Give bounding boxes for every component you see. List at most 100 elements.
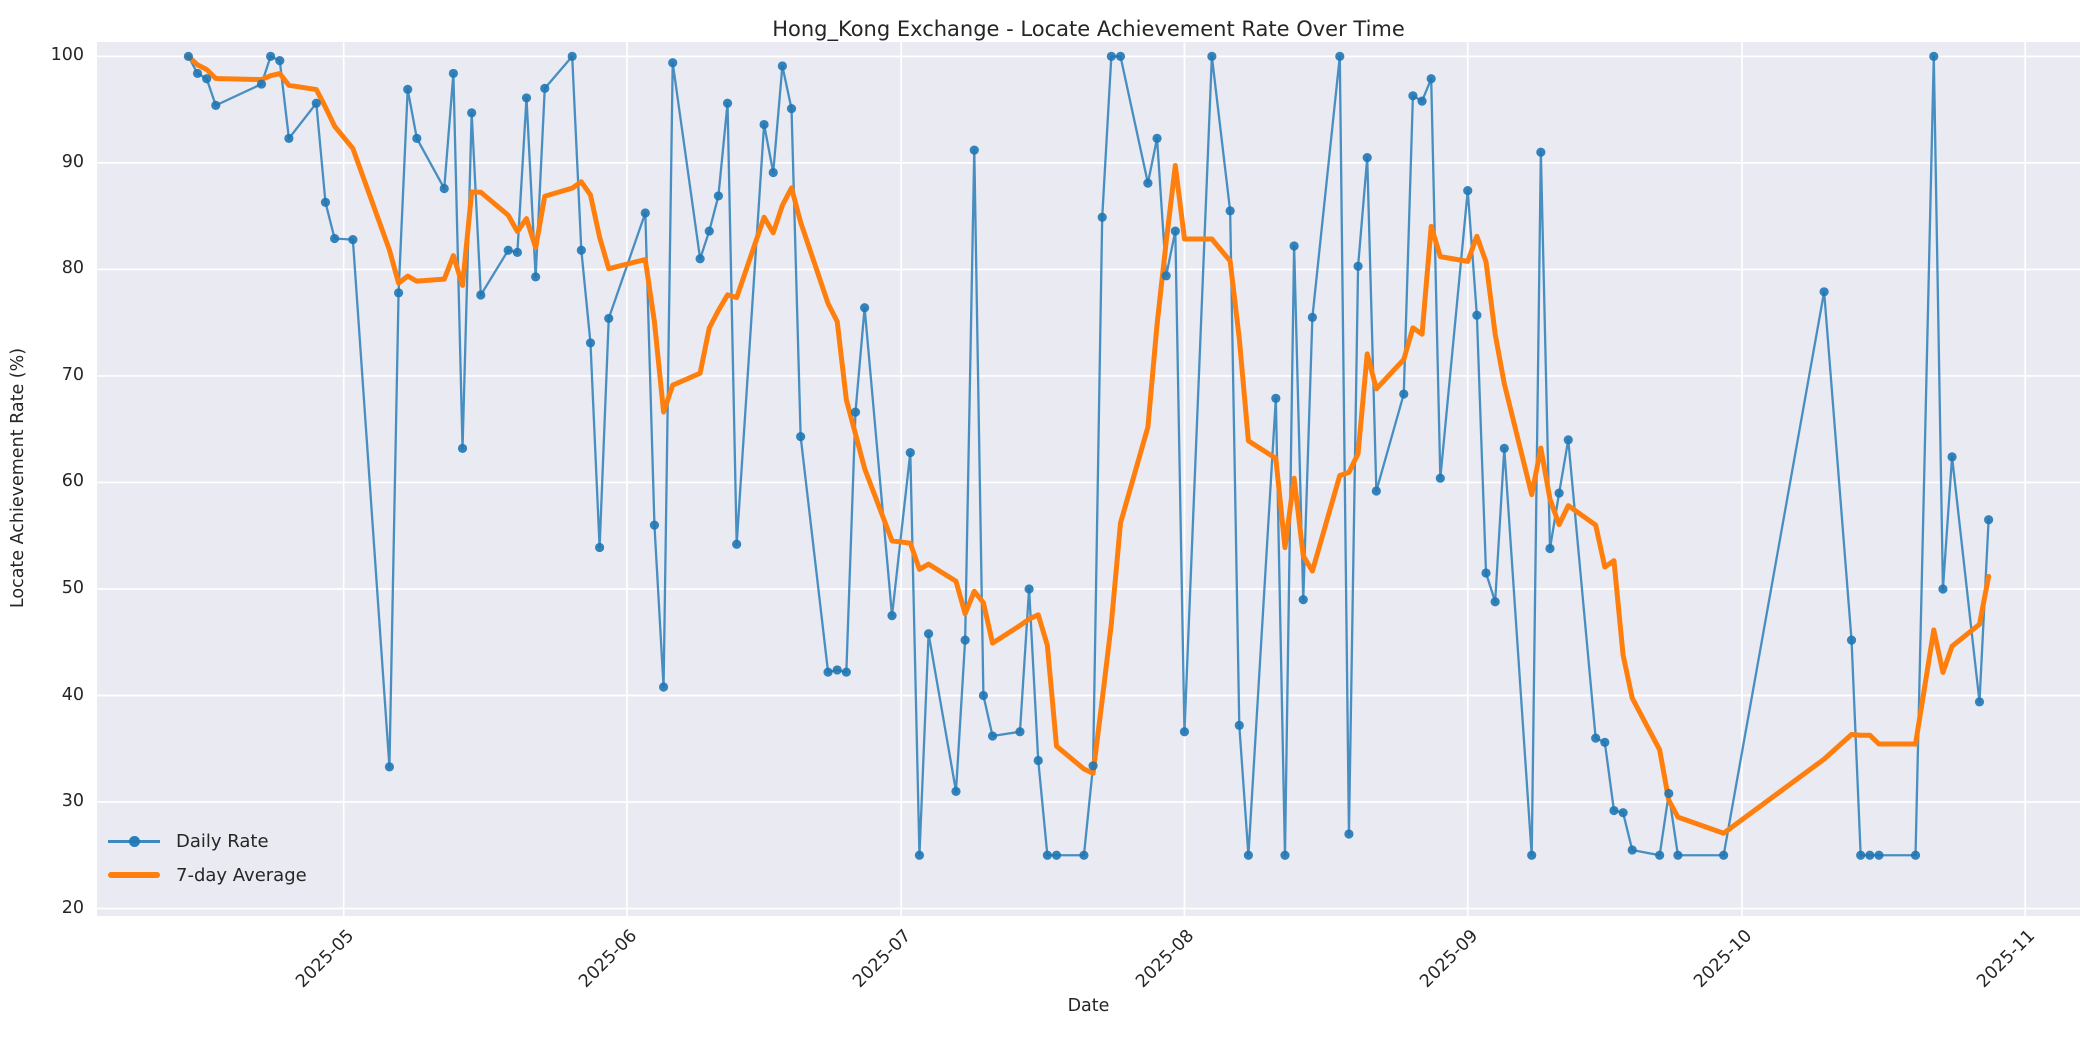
daily-rate-point [211,100,221,110]
daily-rate-point [393,288,404,298]
y-tick-label: 60 [61,471,84,492]
daily-rate-point [540,83,550,93]
daily-rate-point [1984,515,1994,525]
daily-rate-point [1399,389,1409,399]
daily-rate-point [1079,850,1089,860]
daily-rate-point [860,303,870,313]
daily-rate-point [1673,850,1683,860]
daily-rate-point [722,98,733,108]
daily-rate-point [969,145,979,155]
daily-rate-point [1271,393,1281,403]
daily-rate-point [1353,261,1363,271]
daily-rate-point [1490,597,1500,607]
daily-rate-point [823,667,833,677]
daily-rate-point [1335,51,1345,61]
daily-rate-point [658,682,669,692]
daily-rate-point [1106,51,1116,61]
daily-rate-point [467,108,477,118]
daily-rate-point [1234,720,1244,730]
daily-rate-point [777,61,787,71]
y-tick-label: 80 [61,258,84,279]
daily-rate-point [284,133,294,144]
legend: Daily Rate 7-day Average [108,824,307,892]
daily-rate-point [202,74,212,84]
daily-rate-point [567,51,577,61]
daily-rate-point [521,93,532,103]
daily-rate-point [1591,733,1601,743]
legend-label-7day-average: 7-day Average [176,864,307,886]
daily-rate-point [1499,443,1509,453]
daily-rate-point [960,635,970,645]
daily-rate-point [1719,850,1729,860]
daily-rate-point [403,84,413,95]
daily-rate-point [1527,850,1537,860]
daily-rate-point [1179,727,1190,737]
daily-rate-point [1435,473,1445,483]
daily-rate-point [1371,486,1381,496]
daily-rate-point [1225,206,1235,216]
daily-rate-point [1463,185,1473,196]
daily-rate-point [695,254,705,264]
daily-rate-point [1938,584,1948,594]
daily-rate-point [1207,51,1217,61]
chart-title: Hong_Kong Exchange - Locate Achievement … [772,17,1405,41]
daily-rate-point [850,407,861,417]
daily-rate-point [1042,850,1052,860]
daily-rate-point [1097,212,1107,222]
daily-rate-point [256,79,267,89]
daily-rate-point [832,665,842,675]
daily-rate-point [1609,805,1619,816]
daily-rate-point [183,51,193,61]
daily-rate-point [1536,147,1546,157]
daily-rate-point [329,233,340,244]
daily-rate-point [1143,178,1153,188]
y-tick-label: 90 [61,151,84,172]
daily-rate-point [439,183,449,194]
y-tick-label: 20 [61,897,84,918]
daily-rate-point [1307,312,1317,322]
seven-day-average-line [185,53,1992,836]
daily-rate-point [640,208,650,218]
legend-label-daily-rate: Daily Rate [176,830,269,852]
daily-rate-point [1161,271,1171,281]
daily-rate-point [796,432,806,442]
daily-rate-point [311,98,321,108]
daily-rate-point [275,56,285,66]
daily-rate-point [768,167,778,178]
daily-rate-point [987,731,998,741]
daily-rate-point [1856,850,1866,860]
daily-rate-point [448,68,458,79]
daily-rate-point [1974,697,1985,707]
legend-item-daily-rate: Daily Rate [108,824,307,858]
daily-rate-point [1115,51,1126,61]
daily-rate-point [649,520,660,530]
daily-rate-point [1600,737,1610,747]
daily-rate-point [668,58,678,68]
daily-rate-point [732,539,742,549]
daily-rate-point [841,667,851,677]
daily-rate-point [914,850,925,860]
daily-rate-point [1408,91,1418,101]
daily-rate-point [595,542,605,553]
daily-rate-point [1563,435,1573,445]
daily-rate-point [887,611,897,621]
daily-rate-point [1051,850,1062,860]
daily-rate-point [1426,74,1436,84]
daily-rate-point [512,247,522,257]
daily-rate-point [1289,241,1299,251]
daily-rate-point [192,68,203,79]
daily-rate-point [320,197,331,207]
daily-rate-point [759,119,769,130]
daily-rate-point [1033,755,1043,766]
daily-rate-point [1627,845,1637,855]
daily-rate-point [704,226,714,236]
daily-rate-point [1554,488,1564,498]
y-tick-label: 40 [61,684,84,705]
daily-rate-point [604,313,614,324]
daily-rate-point [1655,850,1665,860]
daily-rate-point [1280,850,1290,860]
daily-rate-point [412,133,422,144]
daily-rate-point [1024,584,1034,594]
